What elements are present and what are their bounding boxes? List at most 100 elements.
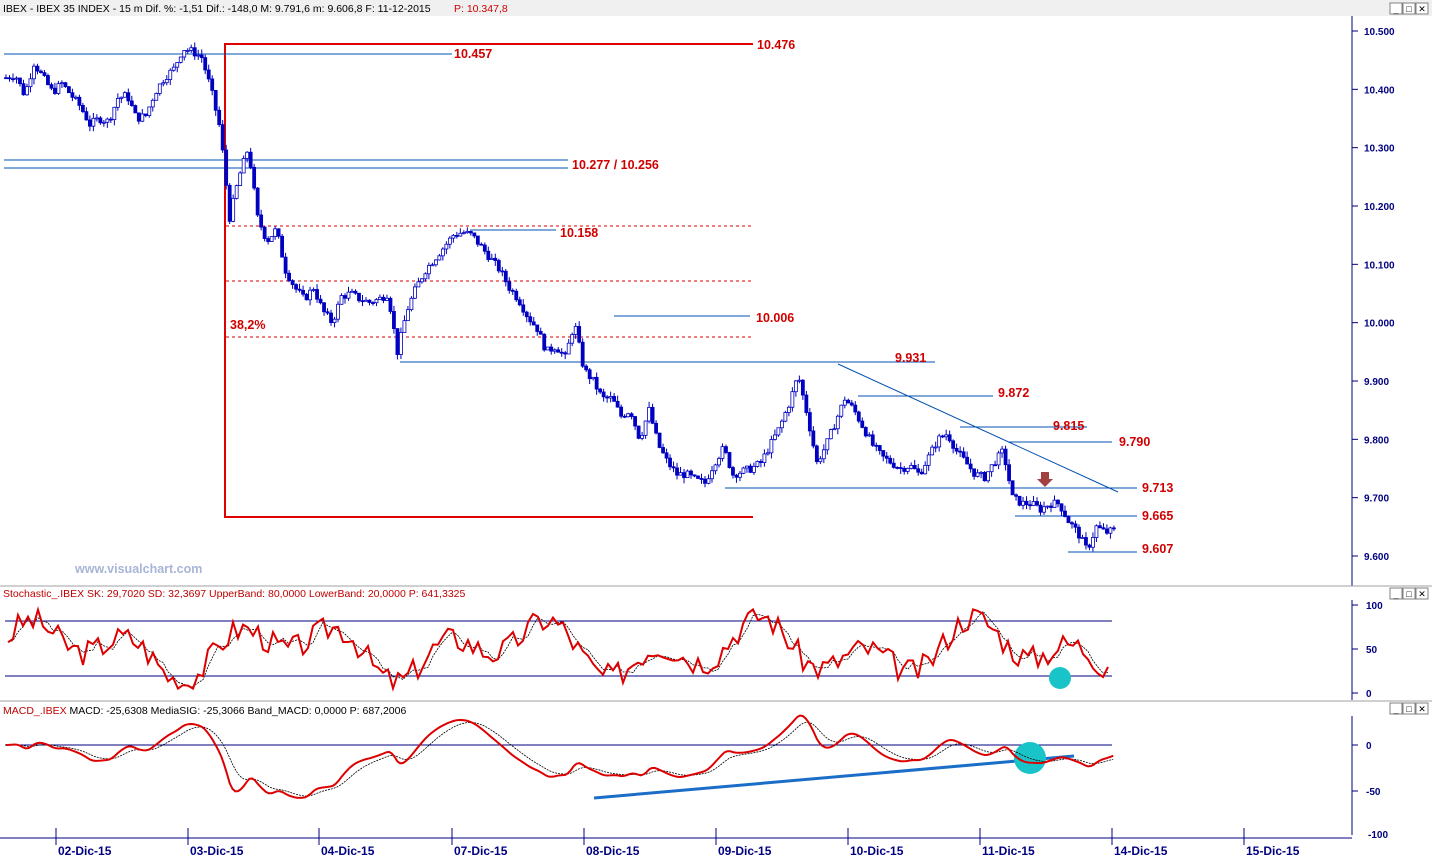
candle-body [451, 235, 456, 239]
close-button[interactable] [1415, 2, 1429, 15]
price-axis: 10.500 10.400 10.300 10.200 10.100 10.000 9.90… [1352, 27, 1395, 563]
maximize-button[interactable] [1402, 2, 1416, 15]
candle-body [538, 331, 543, 335]
candle-body [696, 475, 700, 479]
minimize-button[interactable] [1389, 702, 1403, 715]
candle-body [42, 72, 47, 76]
candle-body [937, 435, 942, 448]
candle-body [926, 454, 931, 466]
close-button[interactable] [1415, 702, 1429, 715]
candle-body [440, 248, 445, 257]
candle-body [115, 98, 120, 108]
candle-body [248, 151, 253, 168]
stoch-sd-line [7, 610, 1109, 687]
candle-body [402, 320, 407, 333]
candle-body [849, 402, 854, 406]
candle-body [724, 446, 728, 453]
candle-body [126, 92, 131, 102]
candle-body [80, 105, 85, 113]
macd-header: MACD_.IBEX MACD: -25,6308 MediaSIG: -25,… [3, 705, 406, 717]
candle-body [720, 446, 725, 459]
candle-body [1066, 516, 1071, 524]
candle-body [154, 92, 159, 101]
candle-body [472, 232, 477, 237]
candle-body [542, 333, 547, 351]
level-label: 9.713 [1142, 481, 1173, 495]
candle-body [570, 334, 575, 344]
candle-body [447, 237, 452, 245]
candle-body [923, 464, 928, 475]
candle-body [986, 471, 990, 482]
price-tick-label: 9.700 [1364, 494, 1389, 505]
macd-line [5, 714, 1114, 799]
candle-body [1108, 527, 1113, 534]
candle-body [675, 467, 679, 476]
trendline-down [837, 363, 1119, 493]
price-tick-label: 10.300 [1364, 144, 1395, 155]
candle-body [287, 272, 291, 281]
candle-body [14, 77, 19, 80]
candle-body [507, 281, 512, 291]
candle-body [392, 311, 396, 329]
candle-body [336, 303, 340, 320]
candle-body [101, 121, 106, 124]
candle-body [1080, 537, 1085, 539]
level-label: 9.607 [1142, 542, 1173, 556]
candle-body [745, 465, 749, 469]
candle-body [989, 464, 994, 473]
close-button[interactable] [1415, 587, 1429, 600]
candle-body [461, 232, 466, 235]
minimize-button[interactable] [1389, 2, 1403, 15]
macd-axis: 0 -50 -100 [1352, 741, 1388, 841]
price-header-bar [0, 0, 1432, 16]
candle-body [982, 471, 987, 482]
candle-body [884, 455, 889, 459]
candle-body [951, 440, 956, 449]
candle-body [433, 259, 438, 266]
candle-body [1073, 523, 1078, 528]
candle-body [1052, 499, 1057, 508]
candle-body [706, 478, 711, 484]
candle-body [94, 117, 99, 120]
stoch-axis: 100 50 0 [1352, 601, 1383, 700]
candle-body [503, 270, 508, 283]
candle-body [783, 412, 788, 422]
candle-body [790, 391, 795, 408]
date-tick-label: 03-Dic-15 [190, 844, 244, 857]
candle-body [661, 447, 665, 454]
candle-body [821, 449, 826, 460]
date-tick-label: 14-Dic-15 [1114, 844, 1168, 857]
candle-body [343, 295, 347, 299]
maximize-button[interactable] [1402, 587, 1416, 600]
minimize-button[interactable] [1389, 587, 1403, 600]
candle-body [381, 296, 386, 301]
maximize-button[interactable] [1402, 702, 1416, 715]
candle-body [1024, 500, 1029, 506]
candle-body [388, 297, 393, 312]
candle-body [993, 464, 997, 467]
candle-body [378, 296, 382, 300]
candle-body [898, 467, 903, 469]
close-icon: ✕ [1418, 589, 1426, 599]
candle-body [1084, 537, 1088, 546]
candle-body [748, 465, 753, 473]
candle-body [364, 299, 368, 302]
candle-body [189, 47, 194, 51]
candle-body [996, 452, 1001, 466]
candle-body [489, 257, 494, 260]
candle-body [793, 380, 798, 393]
candle-body [479, 243, 484, 246]
price-tick-label: 9.800 [1364, 435, 1389, 446]
candle-body [175, 62, 180, 68]
candle-body [933, 446, 938, 449]
candle-body [559, 351, 564, 354]
candle-body [493, 257, 498, 261]
candle-body [224, 149, 229, 186]
candle-body [329, 312, 333, 323]
candle-body [7, 77, 12, 80]
candle-body [409, 297, 414, 311]
level-label: 10.476 [757, 38, 795, 52]
candle-body [70, 92, 75, 98]
candle-body [182, 50, 187, 58]
candle-body [496, 260, 501, 272]
